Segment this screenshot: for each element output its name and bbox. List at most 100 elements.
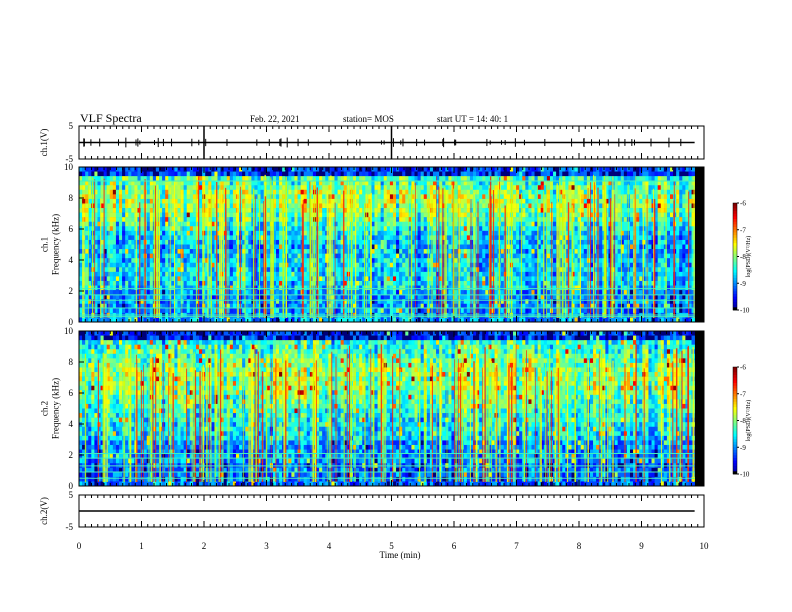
spectrogram-ch1-cell [297, 212, 301, 218]
spectrogram-ch1-cell [423, 212, 428, 218]
spectrogram-ch1-cell [331, 249, 335, 254]
spectrogram-ch1-cell [119, 308, 123, 314]
spectrogram-ch1-cell [165, 221, 169, 227]
spectrogram-ch1-cell [334, 217, 338, 223]
spectrogram-ch1-cell [162, 185, 166, 191]
spectrogram-ch1-cell [392, 226, 397, 232]
spectrogram-ch1-cell [402, 176, 406, 181]
spectrogram-ch1-cell [399, 239, 403, 245]
spectrogram-ch1-cell [402, 294, 406, 300]
spectrogram-ch1-cell [294, 249, 298, 254]
spectrogram-ch1-cell [186, 239, 191, 245]
spectrogram-ch1-cell [125, 280, 129, 286]
spectrogram-ch1-cell [174, 212, 178, 218]
spectrogram-ch1-cell [500, 271, 505, 277]
spectrogram-ch1-cell [82, 167, 86, 172]
spectrogram-ch1-cell [374, 230, 378, 236]
spectrogram-ch1-cell [205, 276, 209, 282]
spectrogram-ch1-cell [482, 230, 486, 236]
spectrogram-ch1-cell [149, 317, 154, 323]
spectrogram-ch1-cell [420, 299, 425, 305]
spectrogram-ch1-cell [383, 189, 388, 195]
spectrogram-ch1-cell [128, 280, 132, 286]
spectrogram-ch1-cell [97, 171, 101, 177]
spectrogram-ch1-cell [112, 235, 117, 241]
spectrogram-ch1-cell [309, 280, 314, 286]
spectrogram-ch1-cell [189, 299, 194, 305]
spectrogram-ch1-cell [479, 194, 483, 200]
spectrogram-ch1-cell [371, 239, 375, 245]
spectrogram-ch1-cell [494, 198, 498, 204]
spectrogram-ch1-cell [220, 271, 224, 277]
spectrogram-ch1-cell [189, 176, 194, 181]
spectrogram-ch1-cell [149, 285, 154, 291]
spectrogram-ch1-cell [192, 194, 197, 200]
spectrogram-ch1-cell [294, 189, 298, 195]
spectrogram-ch1-cell [482, 217, 486, 223]
spectrogram-ch1-cell [97, 226, 101, 232]
spectrogram-ch1-cell [149, 239, 154, 245]
spectrogram-ch1-cell [260, 258, 264, 264]
spectrogram-ch1-cell [294, 294, 298, 300]
spectrogram-ch1-cell [106, 230, 111, 236]
spectrogram-ch1-cell [106, 249, 111, 254]
spectrogram-ch1-cell [445, 203, 449, 209]
spectrogram-ch1-cell [242, 249, 246, 254]
spectrogram-ch1-cell [346, 176, 351, 181]
spectrogram-ch1-cell [408, 258, 412, 264]
spectrogram-ch1-cell [276, 235, 280, 241]
spectrogram-ch1-cell [165, 262, 169, 268]
spectrogram-ch1-cell [423, 267, 428, 273]
spectrogram-ch1-cell [119, 244, 123, 250]
spectrogram-ch1-cell [503, 198, 508, 204]
spectrogram-ch1-cell [411, 167, 415, 172]
spectrogram-ch1-cell [149, 230, 154, 236]
spectrogram-ch1-cell [112, 253, 117, 259]
spectrogram-ch1-cell [226, 308, 231, 314]
spectrogram-ch1-cell [337, 176, 341, 181]
spectrogram-ch1-cell [362, 189, 366, 195]
spectrogram-ch1-cell [205, 230, 209, 236]
spectrogram-ch1-cell [300, 180, 305, 186]
spectrogram-ch1-cell [436, 285, 440, 291]
spectrogram-ch1-cell [423, 171, 428, 177]
spectrogram-ch1-cell [122, 212, 126, 218]
spectrogram-ch1-cell [112, 267, 117, 273]
spectrogram-ch1-cell [466, 262, 471, 268]
spectrogram-ch1-cell [294, 308, 298, 314]
spectrogram-ch1-cell [334, 180, 338, 186]
spectrogram-ch1-cell [245, 171, 249, 177]
spectrogram-ch1-cell [303, 221, 308, 227]
spectrogram-ch1-cell [260, 294, 264, 300]
spectrogram-ch1-cell [146, 258, 151, 264]
spectrogram-ch1-cell [155, 317, 160, 323]
spectrogram-ch1-cell [436, 203, 440, 209]
spectrogram-ch1-cell [122, 208, 126, 213]
spectrogram-ch1-cell [115, 217, 120, 223]
spectrogram-ch1-cell [417, 290, 421, 295]
spectrogram-ch1-cell [337, 253, 341, 259]
spectrogram-ch1-cell [242, 189, 246, 195]
spectrogram-ch1-cell [448, 303, 452, 309]
spectrogram-ch1-cell [309, 217, 314, 223]
spectrogram-ch1-cell [266, 217, 271, 223]
spectrogram-ch1-cell [494, 180, 498, 186]
spectrogram-ch1-cell [399, 303, 403, 309]
spectrogram-ch1-cell [380, 290, 385, 295]
spectrogram-ch1-cell [445, 208, 449, 213]
spectrogram-ch1-cell [79, 185, 83, 191]
spectrogram-ch1-cell [322, 230, 326, 236]
spectrogram-ch1-cell [460, 203, 465, 209]
spectrogram-ch1-cell [242, 299, 246, 305]
spectrogram-ch1-cell [386, 249, 391, 254]
spectrogram-ch1-cell [88, 276, 92, 282]
spectrogram-ch1-cell [408, 217, 412, 223]
spectrogram-ch1-cell [211, 198, 215, 204]
spectrogram-ch1-cell [208, 280, 212, 286]
spectrogram-ch1-cell [254, 194, 258, 200]
spectrogram-ch1-cell [282, 180, 286, 186]
spectrogram-ch1-cell [297, 308, 301, 314]
spectrogram-ch1-cell [445, 180, 449, 186]
spectrogram-ch1-cell [352, 280, 357, 286]
spectrogram-ch1-cell [291, 299, 295, 305]
